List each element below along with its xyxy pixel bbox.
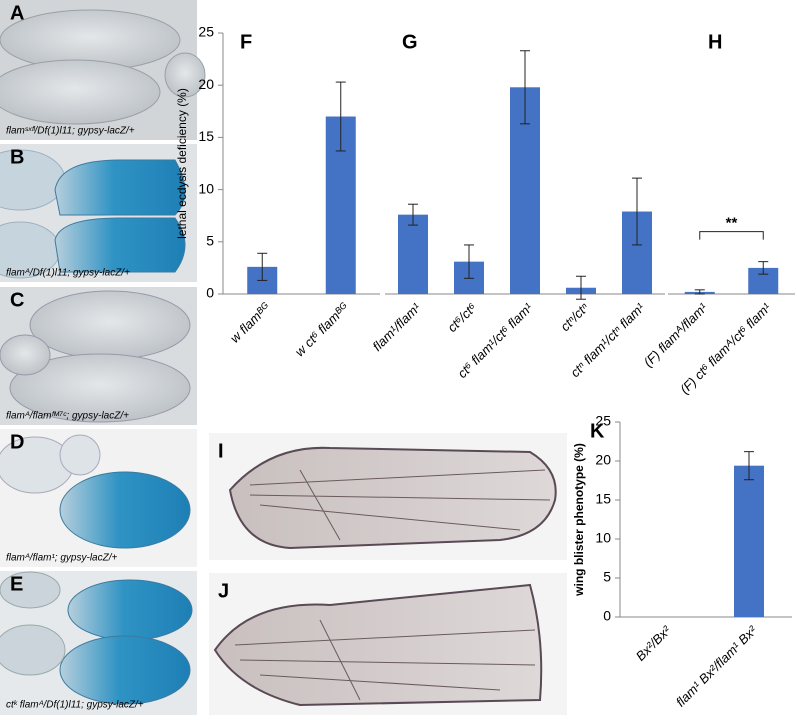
photo-e (0, 571, 197, 715)
y-tick-label: 10 (198, 180, 214, 196)
y-tick-label: 0 (603, 608, 611, 624)
panel-label: A (10, 2, 24, 24)
error-bar (335, 81, 346, 152)
error-bar (257, 252, 268, 281)
error-bar (408, 203, 418, 226)
x-tick-label: flam¹ Bx²/flam¹ Bx² (673, 622, 760, 709)
wing-photo-j (209, 573, 567, 715)
x-tick-label: ct⁶/ct⁶ (444, 300, 480, 336)
y-tick-label: 25 (595, 413, 611, 429)
y-tick-label: 5 (603, 569, 611, 585)
photo-d (0, 429, 197, 567)
y-tick-label: 15 (595, 491, 611, 507)
error-bar (520, 50, 530, 125)
y-axis-label: wing blister phenotype (%) (572, 443, 586, 597)
photo-caption: ctᵏ flamᴬ/Df(1)l11; gypsy-lacZ/+ (6, 700, 144, 711)
y-tick-label: 20 (198, 76, 214, 92)
bar (398, 214, 428, 294)
y-axis-label: lethal ecdysis deficiency (%) (175, 88, 189, 239)
wing-photo-i (209, 433, 567, 560)
panel-label: F (240, 31, 252, 53)
x-tick-label: Bx²/Bx² (633, 622, 674, 663)
x-tick-label: w flamᴮᴳ (227, 300, 273, 346)
panel-label: K (590, 420, 605, 442)
photo-c (0, 287, 197, 425)
error-bar (694, 289, 705, 295)
y-tick-label: 25 (198, 24, 214, 40)
error-bar (632, 177, 642, 246)
panel-label: H (708, 31, 722, 53)
photo-caption: flamᴬ/flamᶠᴹ⁷ᶜ; gypsy-lacZ/+ (6, 411, 129, 422)
y-tick-label: 10 (595, 530, 611, 546)
significance-bracket (699, 231, 764, 240)
y-tick-label: 15 (198, 128, 214, 144)
error-bar (464, 244, 474, 279)
photo-labels: A B C D E flamˢˣᶠˡ/Df(1)l11; gypsy-lacZ/… (6, 2, 144, 710)
y-tick-label: 5 (206, 233, 214, 249)
error-bar (576, 275, 586, 300)
photo-caption: flamˢˣᶠˡ/Df(1)l11; gypsy-lacZ/+ (6, 126, 135, 137)
photo-caption: flamᴬ/Df(1)l11; gypsy-lacZ/+ (6, 268, 130, 279)
x-tick-label: ctⁿ/ctⁿ (557, 300, 591, 334)
photo-a (0, 0, 206, 140)
y-tick-label: 0 (206, 285, 214, 301)
panel-label: G (402, 31, 418, 53)
x-tick-label: flam¹/flam¹ (370, 299, 424, 353)
significance-label: ** (726, 215, 738, 232)
panel-label: I (218, 440, 224, 462)
panel-label: E (10, 573, 23, 595)
photo-caption: flamᴬ/flam¹; gypsy-lacZ/+ (6, 553, 117, 564)
photo-b (0, 144, 197, 282)
panel-label: C (10, 289, 24, 311)
x-tick-label: w ct⁶ flamᴮᴳ (292, 300, 352, 360)
x-tick-label: (F) flamᴬ/flam¹ (641, 299, 711, 369)
panel-label: J (218, 580, 229, 602)
y-tick-label: 20 (595, 452, 611, 468)
panel-label: B (10, 146, 24, 168)
error-bar (758, 261, 769, 275)
error-bar (744, 451, 754, 481)
bar (734, 465, 764, 617)
panel-label: D (10, 431, 24, 453)
